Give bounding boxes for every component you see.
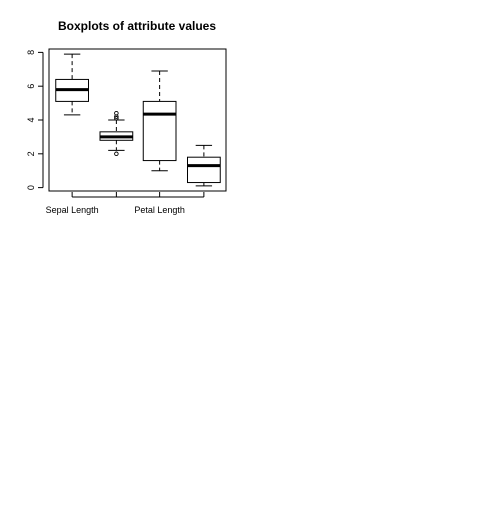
y-tick-label: 4 [26, 117, 36, 122]
y-tick-label: 2 [26, 151, 36, 156]
y-tick-label: 6 [26, 84, 36, 89]
y-tick-label: 0 [26, 185, 36, 190]
y-tick-label: 8 [26, 50, 36, 55]
chart-title: Boxplots of attribute values [58, 19, 216, 33]
x-category-label: Sepal Length [46, 205, 99, 215]
iqr-box [143, 101, 176, 160]
x-category-label: Petal Length [134, 205, 185, 215]
iqr-box [188, 157, 221, 182]
